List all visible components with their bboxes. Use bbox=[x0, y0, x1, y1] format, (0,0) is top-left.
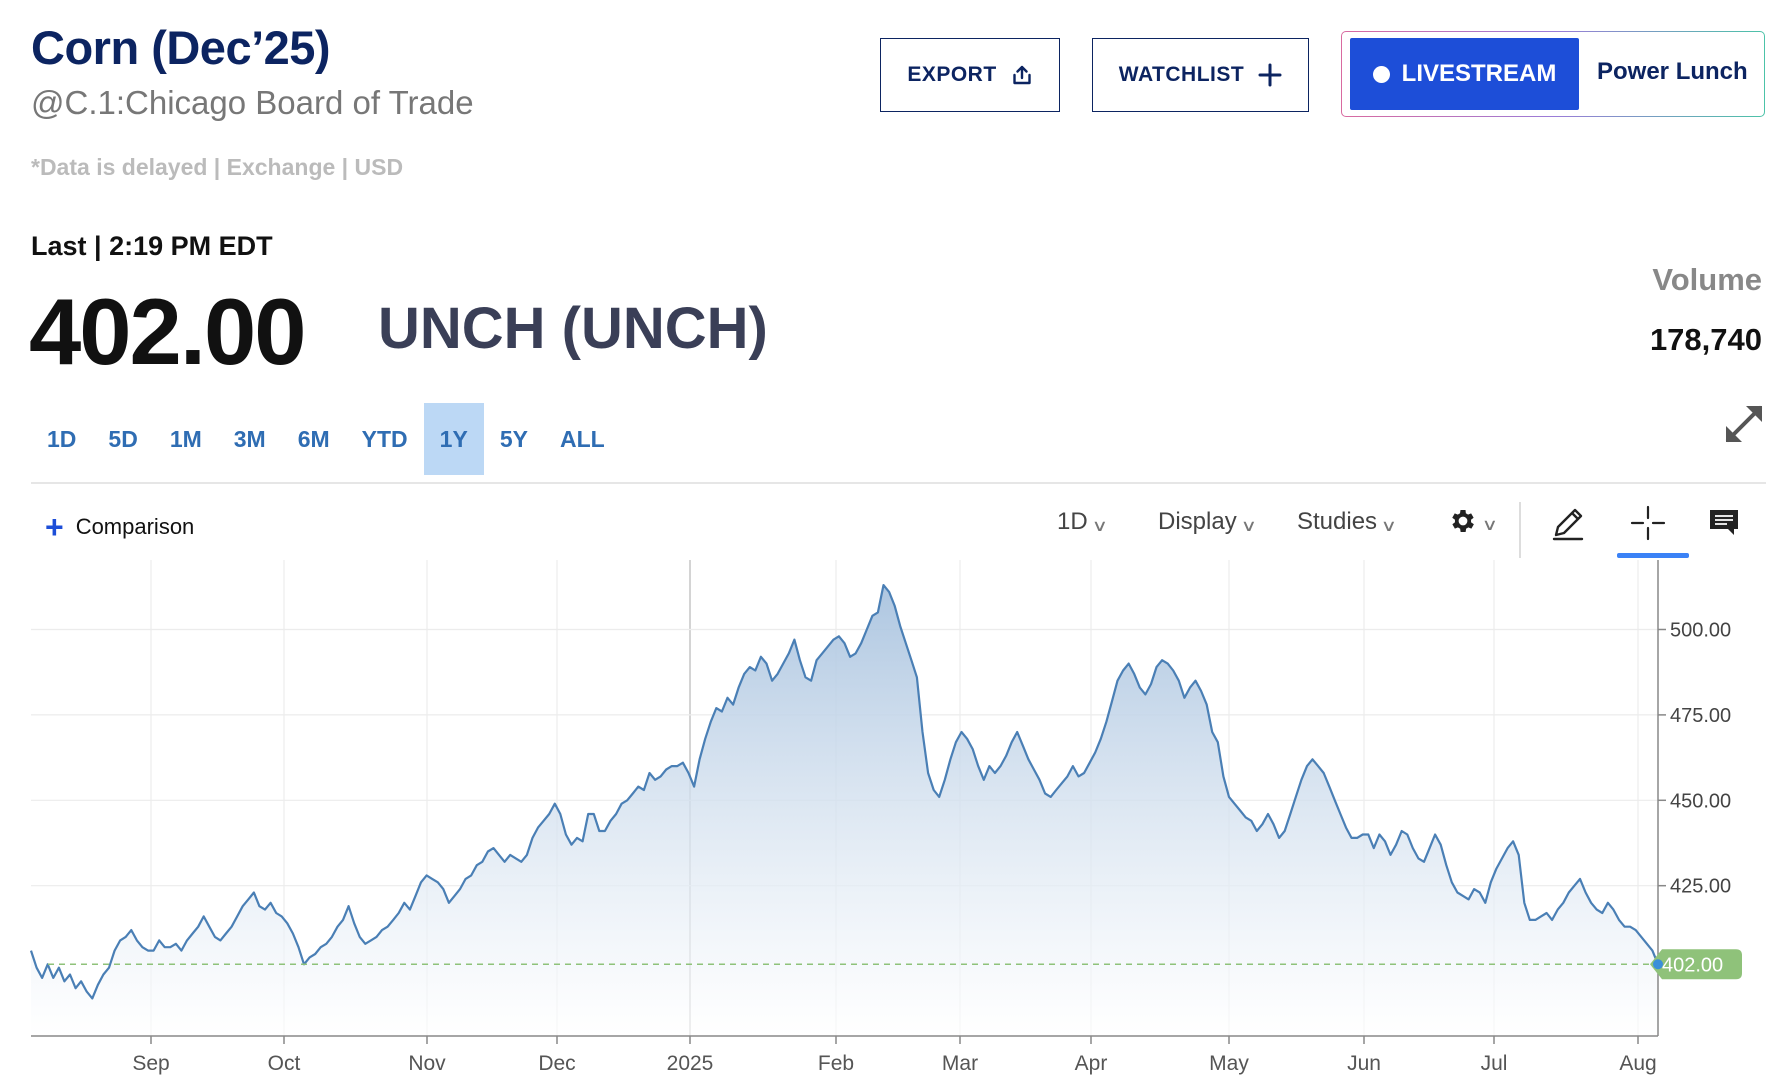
display-label: Display bbox=[1158, 508, 1237, 535]
data-delay-note: *Data is delayed | Exchange | USD bbox=[31, 154, 404, 180]
chevron-down-icon: ∨ bbox=[1481, 517, 1499, 534]
settings-dropdown[interactable]: ∨ bbox=[1448, 506, 1499, 536]
range-tab-3m[interactable]: 3M bbox=[233, 425, 266, 452]
watchlist-label: WATCHLIST bbox=[1118, 63, 1245, 86]
expand-arrows-icon[interactable] bbox=[1720, 400, 1768, 448]
price-change: UNCH (UNCH) bbox=[378, 296, 768, 361]
x-tick-label: Dec bbox=[538, 1052, 575, 1075]
range-tab-5y[interactable]: 5Y bbox=[499, 425, 528, 452]
section-divider bbox=[31, 482, 1766, 484]
last-price-tag-label: 402.00 bbox=[1662, 954, 1723, 976]
livestream-label: LIVESTREAM bbox=[1401, 60, 1557, 87]
studies-dropdown[interactable]: Studies ∨ bbox=[1297, 508, 1398, 536]
last-trade-time: Last | 2:19 PM EDT bbox=[31, 231, 273, 261]
y-tick-label: 425.00 bbox=[1670, 876, 1731, 898]
volume-label: Volume bbox=[1652, 262, 1762, 297]
x-tick-label: Mar bbox=[942, 1052, 978, 1075]
range-tab-5d[interactable]: 5D bbox=[108, 425, 138, 452]
price-line bbox=[29, 584, 1660, 1000]
range-tab-6m[interactable]: 6M bbox=[297, 425, 330, 452]
add-comparison-icon: + bbox=[45, 509, 64, 545]
export-label: EXPORT bbox=[907, 63, 997, 86]
price-area-fill bbox=[31, 585, 1658, 1036]
watchlist-button[interactable]: WATCHLIST bbox=[1092, 38, 1309, 112]
comparison-label: Comparison bbox=[75, 514, 195, 539]
x-tick-label: 2025 bbox=[667, 1052, 714, 1075]
plus-icon bbox=[1258, 63, 1282, 87]
x-tick-label: Feb bbox=[818, 1052, 854, 1075]
x-tick-label: Jul bbox=[1481, 1052, 1508, 1075]
studies-label: Studies bbox=[1297, 508, 1378, 535]
crosshair-icon[interactable] bbox=[1628, 503, 1668, 543]
x-tick-label: Apr bbox=[1075, 1052, 1108, 1075]
range-tab-all[interactable]: ALL bbox=[559, 425, 605, 452]
interval-label: 1D bbox=[1057, 508, 1088, 535]
crosshair-active-indicator bbox=[1617, 553, 1689, 558]
comment-icon[interactable] bbox=[1707, 505, 1741, 539]
range-tab-ytd[interactable]: YTD bbox=[361, 425, 408, 452]
chevron-down-icon: ∨ bbox=[1091, 518, 1108, 535]
chevron-down-icon: ∨ bbox=[1380, 518, 1398, 535]
x-tick-label: Sep bbox=[132, 1052, 169, 1075]
volume-value: 178,740 bbox=[1649, 322, 1762, 357]
gear-icon bbox=[1452, 510, 1474, 532]
time-range-tabs: 1D 5D 1M 3M 6M YTD 1Y 5Y ALL bbox=[31, 403, 621, 475]
x-axis-ticks: Sep Oct Nov Dec 2025 Feb Mar Apr May Jun Jul Aug bbox=[132, 1036, 1657, 1075]
last-price-marker bbox=[1653, 959, 1663, 970]
export-button[interactable]: EXPORT bbox=[880, 38, 1060, 112]
y-axis-ticks: 500.00 475.00 450.00 425.00 bbox=[1658, 619, 1731, 898]
y-tick-label: 500.00 bbox=[1670, 619, 1731, 641]
range-tab-1y[interactable]: 1Y bbox=[423, 403, 484, 475]
exchange-subtitle: @C.1:Chicago Board of Trade bbox=[31, 84, 474, 121]
x-tick-label: Aug bbox=[1619, 1052, 1656, 1075]
x-tick-label: Nov bbox=[408, 1052, 446, 1075]
last-price-tag: 402.00 bbox=[1650, 949, 1742, 980]
livestream-button[interactable]: LIVESTREAM bbox=[1350, 38, 1579, 110]
interval-dropdown[interactable]: 1D ∨ bbox=[1057, 508, 1108, 536]
range-tab-1d[interactable]: 1D bbox=[47, 425, 77, 452]
chevron-down-icon: ∨ bbox=[1240, 518, 1257, 535]
display-dropdown[interactable]: Display ∨ bbox=[1158, 508, 1257, 536]
price-chart[interactable]: 500.00 475.00 450.00 425.00 Sep Oct Nov Dec 202… bbox=[0, 560, 1786, 1084]
x-tick-label: Oct bbox=[268, 1052, 301, 1075]
last-price: 402.00 bbox=[29, 279, 307, 384]
show-name-link[interactable]: Power Lunch bbox=[1597, 58, 1748, 85]
comparison-button[interactable]: + Comparison bbox=[45, 509, 195, 545]
instrument-title: Corn (Dec’25) bbox=[31, 21, 331, 74]
range-tab-1m[interactable]: 1M bbox=[169, 425, 202, 452]
toolbar-separator bbox=[1519, 502, 1521, 558]
y-tick-label: 450.00 bbox=[1670, 790, 1731, 812]
x-tick-label: May bbox=[1209, 1052, 1249, 1075]
pencil-icon[interactable] bbox=[1548, 503, 1588, 543]
live-dot-icon bbox=[1372, 65, 1390, 83]
y-tick-label: 475.00 bbox=[1670, 705, 1731, 727]
share-upload-icon bbox=[1012, 65, 1031, 85]
x-tick-label: Jun bbox=[1347, 1052, 1381, 1075]
livestream-panel: LIVESTREAM Power Lunch bbox=[1341, 31, 1765, 117]
